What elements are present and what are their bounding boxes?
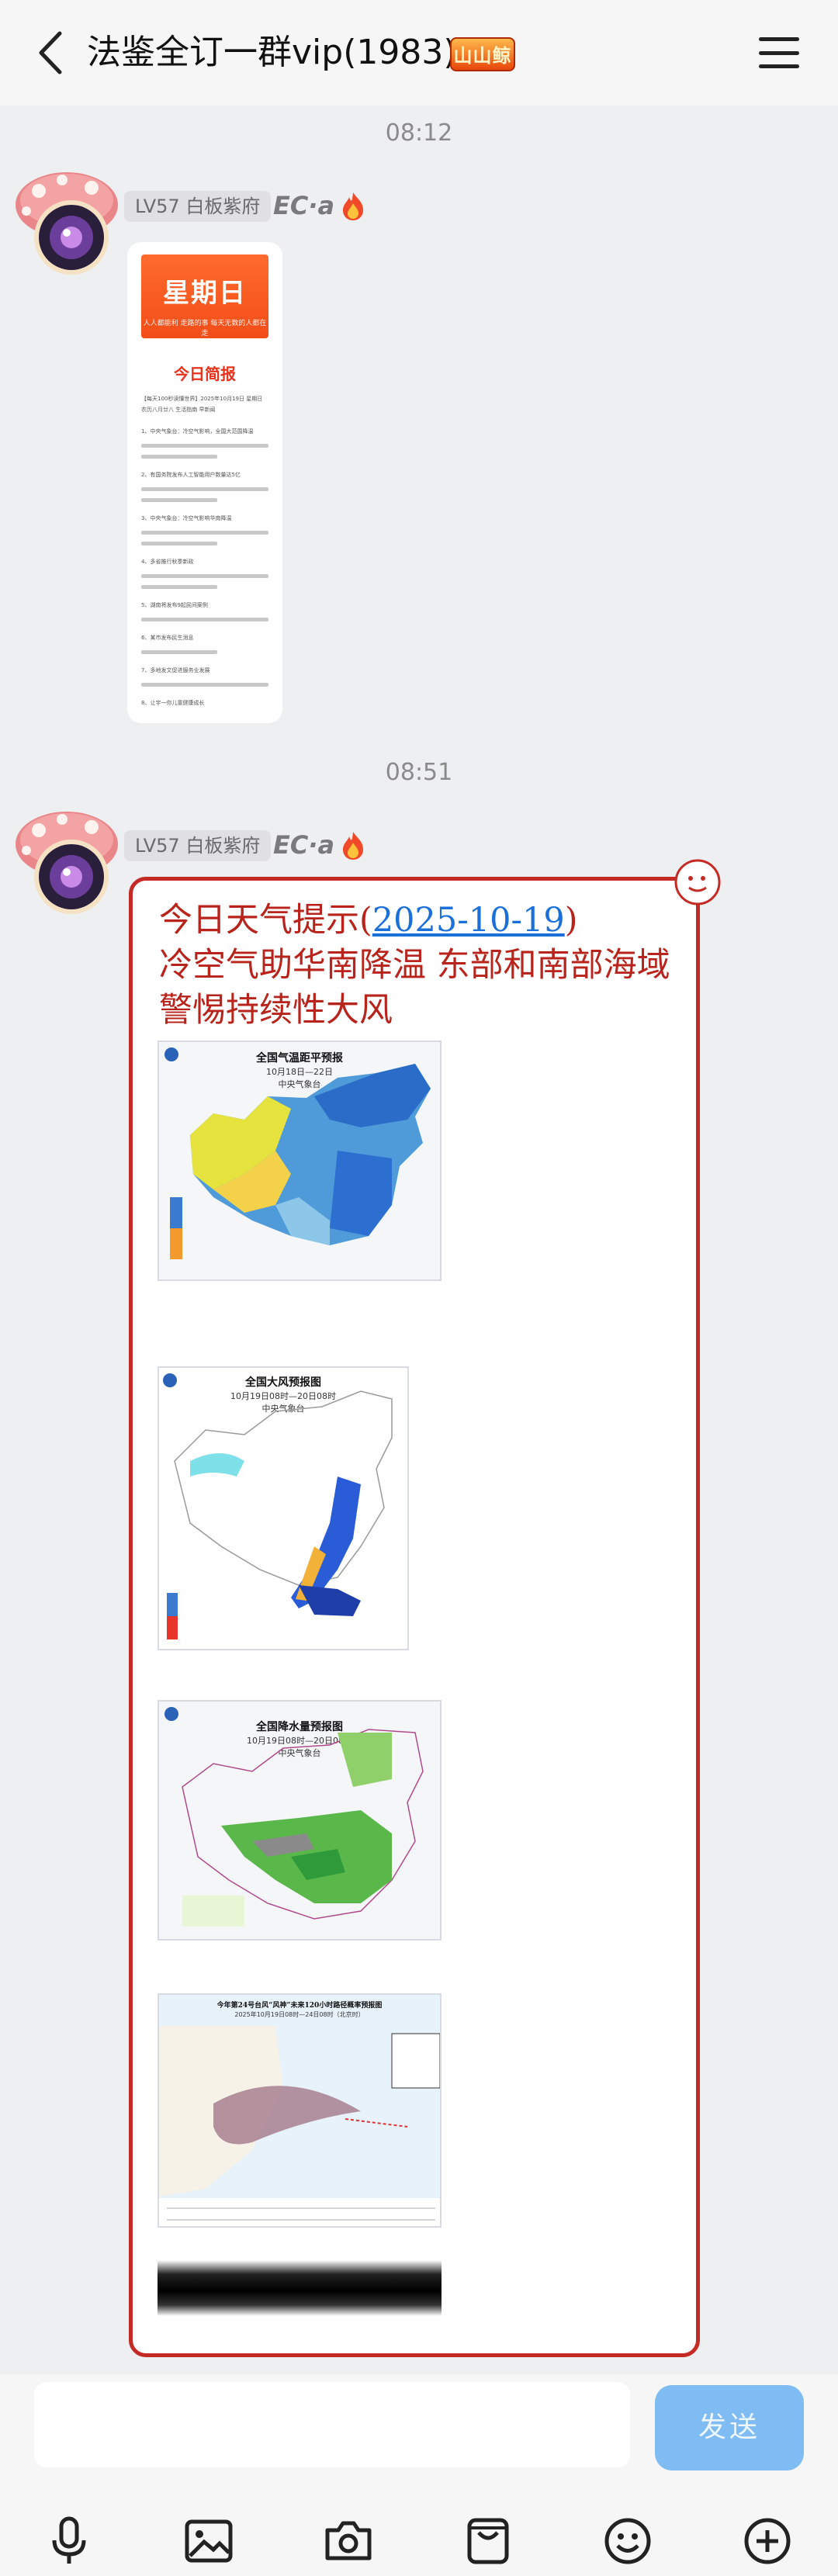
brief-line: 4、多省推行秋季新政 bbox=[141, 559, 194, 565]
sticker-pack-icon bbox=[467, 2518, 509, 2564]
microphone-icon bbox=[52, 2516, 86, 2564]
send-button[interactable]: 发送 bbox=[655, 2385, 804, 2470]
mascot-corner-icon bbox=[674, 859, 721, 905]
map-subtitle: 2025年10月19日08时—24日08时（北京时） bbox=[234, 2011, 365, 2018]
chat-header: 法鉴全订一群vip(1983) 山山鲸 bbox=[0, 0, 838, 106]
menu-icon-line bbox=[759, 50, 799, 55]
brief-line: 5、湖南将发布9起民间案例 bbox=[141, 602, 208, 608]
brief-banner-sub: 人人都能利 走路的事 每天无数的人都在走 bbox=[143, 320, 267, 338]
avatar[interactable] bbox=[8, 160, 124, 276]
menu-icon-line bbox=[759, 64, 799, 68]
image-icon bbox=[185, 2519, 233, 2563]
group-badge: 山山鲸 bbox=[450, 37, 515, 71]
member-level-badge: LV57 白板紫府 bbox=[124, 830, 272, 861]
brief-line: 6、某市发布民生消息 bbox=[141, 635, 194, 641]
brief-line: 3、中央气象台：冷空气影响华南降温 bbox=[141, 515, 232, 521]
brief-line: 2、有国务院发布人工智能用户数量达5亿 bbox=[141, 472, 241, 478]
map-subtitle: 10月19日08时—20日08时 bbox=[247, 1736, 352, 1746]
emoji-icon bbox=[604, 2518, 651, 2564]
emoji-button[interactable] bbox=[601, 2514, 655, 2568]
map-issuer: 中央气象台 bbox=[278, 1748, 321, 1758]
voice-button[interactable] bbox=[42, 2514, 96, 2568]
fire-icon bbox=[343, 192, 363, 220]
plus-icon bbox=[744, 2518, 791, 2564]
china-temperature-map-graphic bbox=[164, 1047, 431, 1259]
shared-image-daily-brief[interactable]: 星期日 人人都能利 走路的事 每天无数的人都在走 今日简报 【每天100秒读懂世… bbox=[127, 242, 282, 723]
mushroom-avatar-icon bbox=[16, 172, 118, 275]
brief-line: 【每天100秒读懂世界】2025年10月19日 星期日 农历八月廿八 生活指南 … bbox=[141, 396, 263, 413]
menu-button[interactable] bbox=[757, 33, 801, 73]
weather-title-suffix: ) bbox=[564, 901, 578, 940]
message-input[interactable] bbox=[34, 2382, 630, 2467]
date-link[interactable]: 2025-10-19 bbox=[372, 901, 565, 940]
back-button[interactable] bbox=[26, 28, 73, 78]
avatar[interactable] bbox=[8, 799, 124, 916]
wind-forecast-map[interactable]: 全国大风预报图 10月19日08时—20日08时 中央气象台 bbox=[158, 1366, 409, 1650]
map-title: 全国降水量预报图 bbox=[256, 1721, 343, 1733]
message-timestamp: 08:12 bbox=[385, 119, 453, 147]
sender-name[interactable]: EC·a bbox=[273, 830, 335, 860]
fire-icon bbox=[343, 832, 363, 860]
map-subtitle: 10月18日—22日 bbox=[266, 1067, 333, 1077]
brief-line: 1、中央气象台：冷空气影响，全国大范围降温 bbox=[141, 428, 254, 435]
brief-banner: 星期日 人人都能利 走路的事 每天无数的人都在走 bbox=[141, 254, 268, 338]
brief-text: 【每天100秒读懂世界】2025年10月19日 星期日 农历八月廿八 生活指南 … bbox=[141, 393, 268, 708]
brief-line: 8、让宇一你儿童健康成长 bbox=[141, 700, 205, 706]
mushroom-avatar-icon bbox=[16, 812, 118, 914]
map-title: 全国大风预报图 bbox=[245, 1376, 321, 1389]
map-title: 全国气温距平预报 bbox=[256, 1052, 343, 1065]
gallery-button[interactable] bbox=[182, 2514, 236, 2568]
message-timestamp: 08:51 bbox=[385, 759, 453, 786]
typhoon-path-graphic bbox=[159, 2026, 440, 2226]
china-wind-map-graphic bbox=[163, 1373, 393, 1639]
dark-image-strip[interactable] bbox=[158, 2260, 442, 2316]
brief-banner-title: 星期日 bbox=[163, 278, 247, 309]
map-subtitle: 10月19日08时—20日08时 bbox=[230, 1391, 336, 1401]
brief-section-title: 今日简报 bbox=[174, 365, 236, 383]
map-issuer: 中央气象台 bbox=[278, 1079, 321, 1089]
more-button[interactable] bbox=[740, 2514, 795, 2568]
weather-message-bubble[interactable]: 今日天气提示(2025-10-19) 冷空气助华南降温 东部和南部海域警惕持续性… bbox=[129, 877, 700, 2357]
sticker-button[interactable] bbox=[461, 2514, 515, 2568]
weather-title: 今日天气提示(2025-10-19) 冷空气助华南降温 东部和南部海域警惕持续性… bbox=[159, 898, 687, 1033]
camera-icon bbox=[325, 2521, 372, 2560]
member-level-badge: LV57 白板紫府 bbox=[124, 191, 272, 222]
sender-name[interactable]: EC·a bbox=[273, 191, 335, 220]
menu-icon-line bbox=[759, 37, 799, 41]
chat-toolbar bbox=[0, 2514, 838, 2576]
weather-headline: 冷空气助华南降温 东部和南部海域警惕持续性大风 bbox=[159, 946, 670, 1030]
map-title: 今年第24号台风“风神”未来120小时路径概率预报图 bbox=[216, 2002, 383, 2010]
precipitation-forecast-map[interactable]: 全国降水量预报图 10月19日08时—20日08时 中央气象台 bbox=[158, 1700, 442, 1941]
input-bar: 发送 bbox=[0, 2374, 838, 2576]
brief-line: 7、多地发文促进服务业发展 bbox=[141, 667, 210, 673]
chevron-left-icon bbox=[39, 31, 62, 74]
map-issuer: 中央气象台 bbox=[261, 1404, 305, 1414]
chat-title[interactable]: 法鉴全订一群vip(1983) bbox=[87, 33, 457, 72]
typhoon-track-map[interactable]: 今年第24号台风“风神”未来120小时路径概率预报图 2025年10月19日08… bbox=[158, 1993, 442, 2228]
weather-title-prefix: 今日天气提示( bbox=[159, 901, 372, 940]
china-rain-map-graphic bbox=[164, 1707, 424, 1927]
camera-button[interactable] bbox=[321, 2514, 376, 2568]
temperature-anomaly-map[interactable]: 全国气温距平预报 10月18日—22日 中央气象台 bbox=[158, 1040, 442, 1281]
